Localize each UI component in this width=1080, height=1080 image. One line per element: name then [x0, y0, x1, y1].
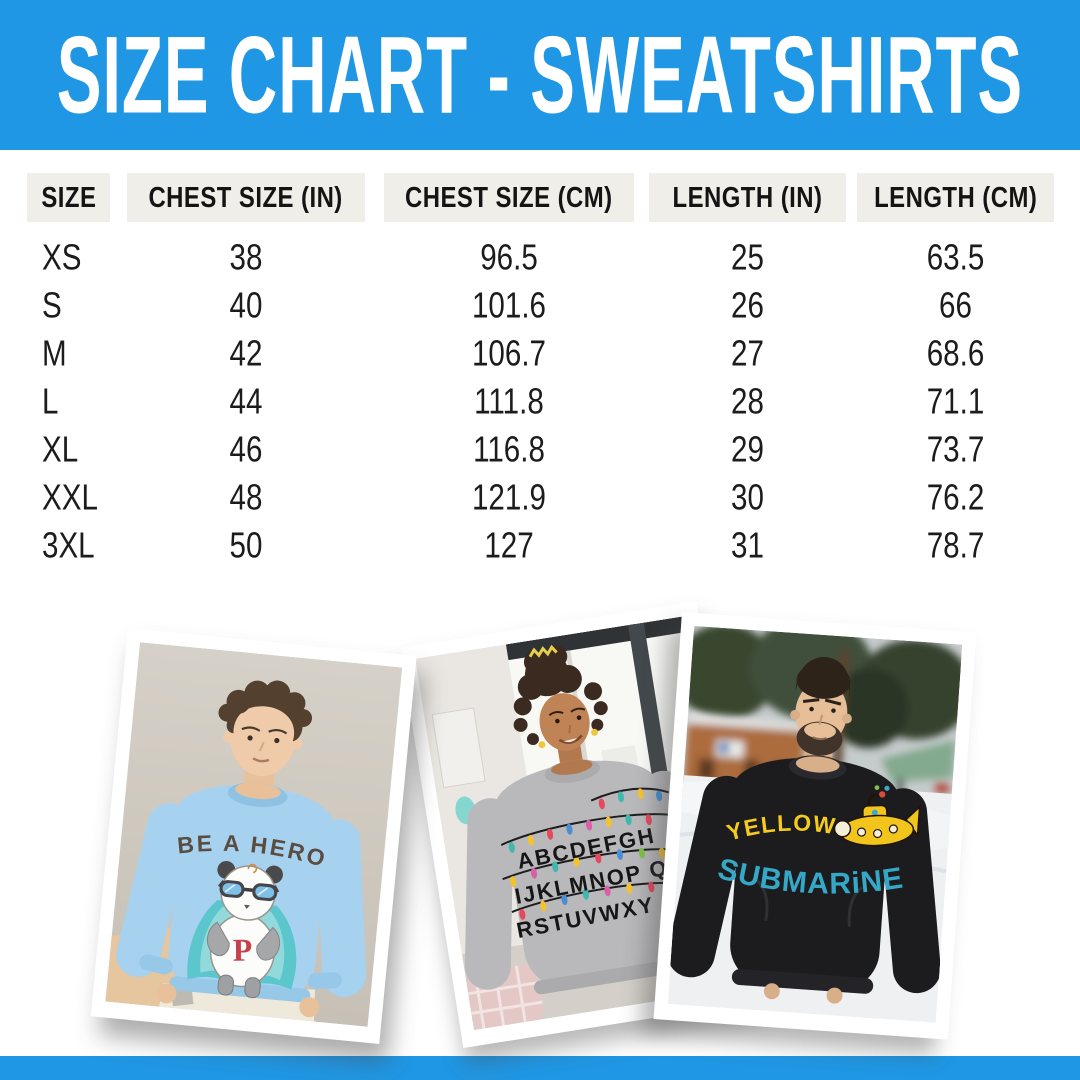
- cell-size: XL: [42, 429, 79, 470]
- face-features: [241, 726, 288, 763]
- cell-length-cm: 66: [939, 285, 972, 326]
- cell-chest-cm: 121.9: [471, 477, 547, 518]
- cell-size: L: [42, 381, 59, 422]
- cell-size: XXL: [42, 477, 98, 518]
- curly-hair: [218, 680, 313, 742]
- photo-card-light-blue-sweatshirt: BE A HERO: [90, 628, 417, 1044]
- column-header-label: CHEST SIZE (IN): [148, 180, 344, 214]
- cell-size: XS: [42, 237, 82, 278]
- cell-chest-in: 46: [229, 429, 263, 470]
- footer-bar: [0, 1056, 1080, 1080]
- sunglasses: [217, 880, 280, 902]
- header-banner: SIZE CHART - SWEATSHIRTS: [0, 0, 1080, 150]
- earring: [538, 741, 546, 749]
- page-title: SIZE CHART - SWEATSHIRTS: [56, 13, 1024, 136]
- column-header-label: SIZE: [40, 180, 96, 214]
- cell-chest-cm: 111.8: [474, 381, 544, 422]
- cell-chest-in: 38: [229, 237, 263, 278]
- cell-length-in: 28: [731, 381, 764, 422]
- photo-card-black-sweatshirt: YELLOW: [653, 612, 977, 1040]
- cell-length-cm: 73.7: [926, 429, 985, 470]
- cell-size: 3XL: [42, 525, 95, 566]
- column-header-chest-cm: CHEST SIZE (CM): [384, 173, 634, 222]
- cell-chest-in: 48: [229, 477, 263, 518]
- cell-chest-in: 42: [229, 333, 263, 374]
- table-row: 3XL 50 127 31 78.7: [0, 522, 1080, 570]
- curly-bun-hair: [513, 645, 608, 746]
- submarine-graphic: [833, 785, 921, 847]
- cell-length-in: 26: [731, 285, 764, 326]
- cell-length-cm: 78.7: [926, 525, 985, 566]
- cell-chest-in: 44: [229, 381, 263, 422]
- forehead-curl: [247, 863, 258, 874]
- cell-size: S: [42, 285, 62, 326]
- table-row: M 42 106.7 27 68.6: [0, 330, 1080, 378]
- emblem-letter: P: [233, 933, 253, 968]
- table-row: XL 46 116.8 29 73.7: [0, 426, 1080, 474]
- earring: [591, 728, 599, 736]
- cell-length-cm: 71.1: [926, 381, 985, 422]
- column-header-length-cm: LENGTH (CM): [857, 173, 1054, 222]
- panda-graphic: P: [187, 860, 297, 999]
- cell-length-in: 30: [731, 477, 764, 518]
- cell-chest-cm: 96.5: [480, 237, 538, 278]
- cell-length-in: 29: [731, 429, 764, 470]
- table-row: XXL 48 121.9 30 76.2: [0, 474, 1080, 522]
- column-header-label: LENGTH (CM): [873, 180, 1038, 214]
- photo-black-sweatshirt: YELLOW: [667, 625, 963, 1023]
- cell-length-cm: 68.6: [926, 333, 985, 374]
- cell-chest-cm: 116.8: [473, 429, 545, 470]
- cell-chest-in: 50: [229, 525, 263, 566]
- face-features: [802, 698, 842, 741]
- cell-length-in: 27: [731, 333, 764, 374]
- cell-chest-in: 40: [229, 285, 263, 326]
- column-header-chest-in: CHEST SIZE (IN): [127, 173, 365, 222]
- cell-length-in: 25: [731, 237, 764, 278]
- person-figure: [218, 680, 313, 794]
- table-row: L 44 111.8 28 71.1: [0, 378, 1080, 426]
- cell-chest-cm: 101.6: [471, 285, 547, 326]
- person-figure: [513, 644, 608, 773]
- column-header-length-in: LENGTH (IN): [649, 173, 846, 222]
- column-header-label: LENGTH (IN): [672, 180, 823, 214]
- cell-length-cm: 76.2: [926, 477, 985, 518]
- yellow-scrunchie: [528, 644, 558, 658]
- cell-chest-cm: 127: [484, 525, 534, 566]
- cell-chest-cm: 106.7: [471, 333, 547, 374]
- cell-size: M: [42, 333, 67, 374]
- cell-length-in: 31: [731, 525, 764, 566]
- face-features: [548, 707, 586, 744]
- table-row: XS 38 96.5 25 63.5: [0, 234, 1080, 282]
- cell-length-cm: 63.5: [926, 237, 985, 278]
- column-header-label: CHEST SIZE (CM): [405, 180, 613, 214]
- table-row: S 40 101.6 26 66: [0, 282, 1080, 330]
- photo-light-blue-sweatshirt: BE A HERO: [105, 642, 403, 1027]
- column-header-size: SIZE: [27, 173, 110, 222]
